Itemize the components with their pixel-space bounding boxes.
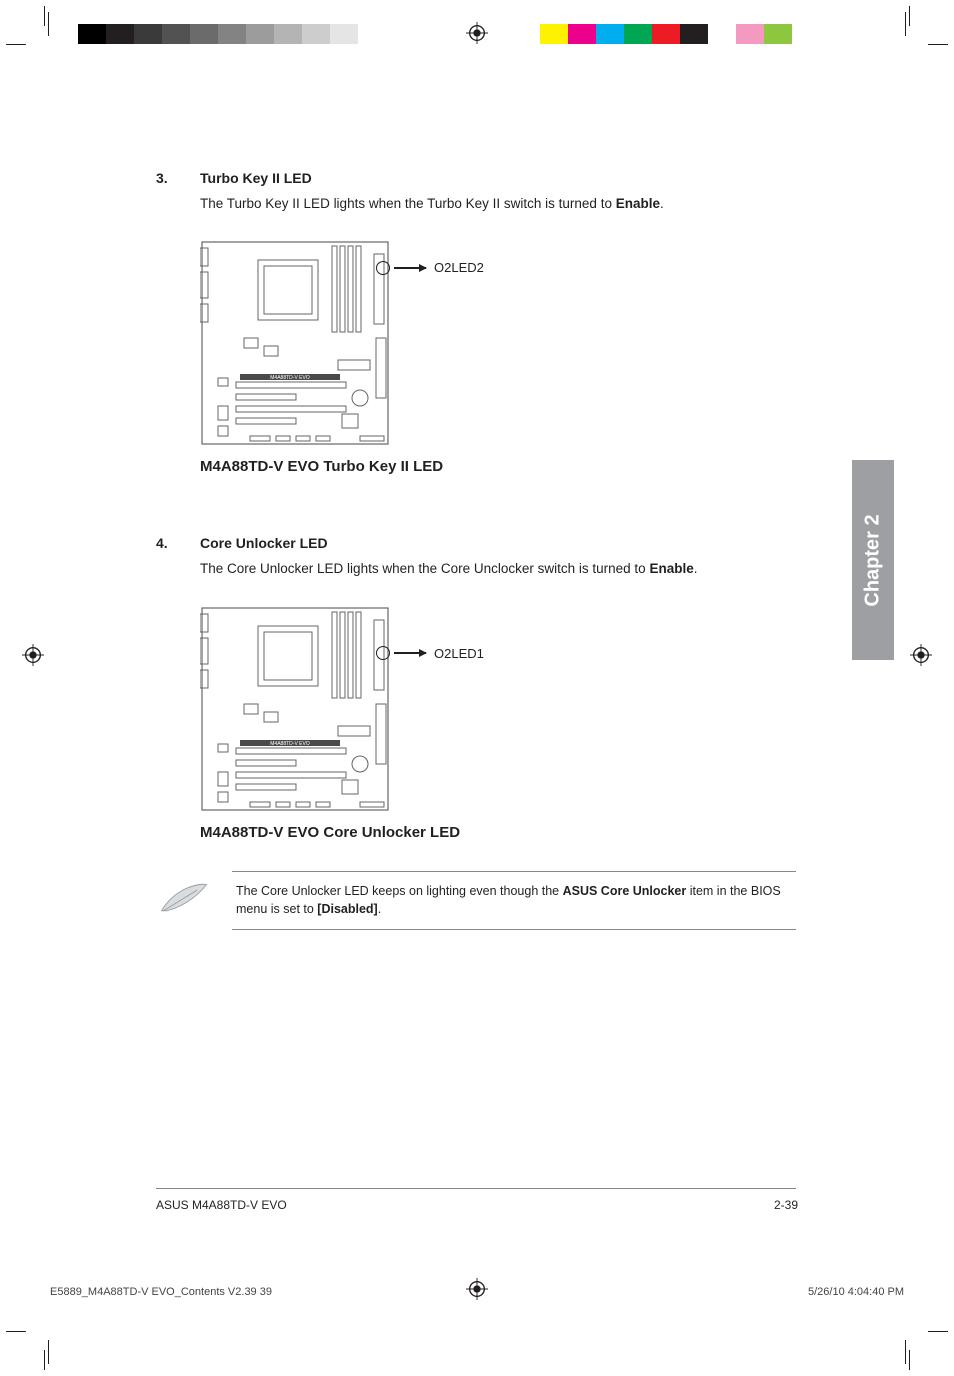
led-callout: O2LED2 <box>376 260 484 275</box>
section-text-bold: Enable <box>616 196 660 211</box>
note-text-span: . <box>378 902 381 916</box>
led-circle-icon <box>376 261 390 275</box>
gray-swatch <box>134 24 162 44</box>
footer-rule <box>156 1188 796 1189</box>
section-body: The Core Unlocker LED lights when the Co… <box>200 559 796 579</box>
crop-mark <box>909 1350 910 1370</box>
diagram-caption: M4A88TD-V EVO Core Unlocker LED <box>200 824 796 841</box>
motherboard-icon: M4A88TD-V EVO <box>200 238 390 448</box>
svg-text:M4A88TD-V EVO: M4A88TD-V EVO <box>270 375 310 381</box>
color-swatch <box>708 24 736 44</box>
led-label: O2LED1 <box>434 646 484 661</box>
note-feather-icon <box>156 871 212 921</box>
section-number: 3. <box>156 170 168 186</box>
diagram-caption: M4A88TD-V EVO Turbo Key II LED <box>200 458 796 475</box>
section-text-bold: Enable <box>649 561 693 576</box>
color-swatch <box>652 24 680 44</box>
gray-swatch <box>302 24 330 44</box>
color-swatch <box>764 24 792 44</box>
color-swatch <box>680 24 708 44</box>
crop-mark <box>6 1331 26 1332</box>
section-title: Core Unlocker LED <box>200 535 796 551</box>
led-label: O2LED2 <box>434 260 484 275</box>
crop-mark <box>928 44 948 45</box>
color-swatch <box>736 24 764 44</box>
gray-swatch <box>162 24 190 44</box>
note-block: The Core Unlocker LED keeps on lighting … <box>156 871 796 931</box>
note-text-bold: [Disabled] <box>317 902 377 916</box>
led-circle-icon <box>376 646 390 660</box>
crop-mark <box>44 1350 45 1370</box>
motherboard-diagram: M4A88TD-V EVO O2LED1 <box>200 604 600 814</box>
trim-mark <box>48 1340 49 1364</box>
crop-mark <box>909 6 910 26</box>
slug-filename: E5889_M4A88TD-V EVO_Contents V2.39 39 <box>50 1286 272 1298</box>
grayscale-bar <box>78 24 386 44</box>
chapter-tab: Chapter 2 <box>852 460 894 660</box>
trim-mark <box>48 12 49 36</box>
gray-swatch <box>246 24 274 44</box>
crop-mark <box>928 1331 948 1332</box>
section-text: . <box>694 561 698 576</box>
note-text-bold: ASUS Core Unlocker <box>563 884 687 898</box>
color-swatch <box>624 24 652 44</box>
gray-swatch <box>78 24 106 44</box>
svg-text:M4A88TD-V EVO: M4A88TD-V EVO <box>270 741 310 747</box>
trim-mark <box>905 12 906 36</box>
arrow-icon <box>394 267 426 269</box>
note-text-span: The Core Unlocker LED keeps on lighting … <box>236 884 563 898</box>
gray-swatch <box>330 24 358 44</box>
footer-page-number: 2-39 <box>774 1198 798 1212</box>
registration-mark-icon <box>910 644 932 666</box>
color-bar <box>540 24 792 44</box>
page-content: 3. Turbo Key II LED The Turbo Key II LED… <box>156 170 796 930</box>
note-text: The Core Unlocker LED keeps on lighting … <box>232 871 796 931</box>
footer-left: ASUS M4A88TD-V EVO <box>156 1198 287 1212</box>
gray-swatch <box>190 24 218 44</box>
motherboard-icon: M4A88TD-V EVO <box>200 604 390 814</box>
slug-timestamp: 5/26/10 4:04:40 PM <box>808 1286 904 1298</box>
section-text: The Core Unlocker LED lights when the Co… <box>200 561 649 576</box>
color-swatch <box>568 24 596 44</box>
registration-mark-icon <box>22 644 44 666</box>
section-body: The Turbo Key II LED lights when the Tur… <box>200 194 796 214</box>
color-swatch <box>540 24 568 44</box>
chapter-tab-label: Chapter 2 <box>862 514 885 606</box>
gray-swatch <box>218 24 246 44</box>
section-number: 4. <box>156 535 168 551</box>
registration-mark-icon <box>466 22 488 44</box>
section-title: Turbo Key II LED <box>200 170 796 186</box>
crop-mark <box>6 44 26 45</box>
motherboard-diagram: M4A88TD-V EVO O2LED2 <box>200 238 600 448</box>
section-text: The Turbo Key II LED lights when the Tur… <box>200 196 616 211</box>
gray-swatch <box>274 24 302 44</box>
gray-swatch <box>358 24 386 44</box>
led-callout: O2LED1 <box>376 646 484 661</box>
trim-mark <box>905 1340 906 1364</box>
section-text: . <box>660 196 664 211</box>
arrow-icon <box>394 652 426 654</box>
gray-swatch <box>106 24 134 44</box>
crop-mark <box>44 6 45 26</box>
registration-mark-icon <box>466 1278 488 1300</box>
color-swatch <box>596 24 624 44</box>
